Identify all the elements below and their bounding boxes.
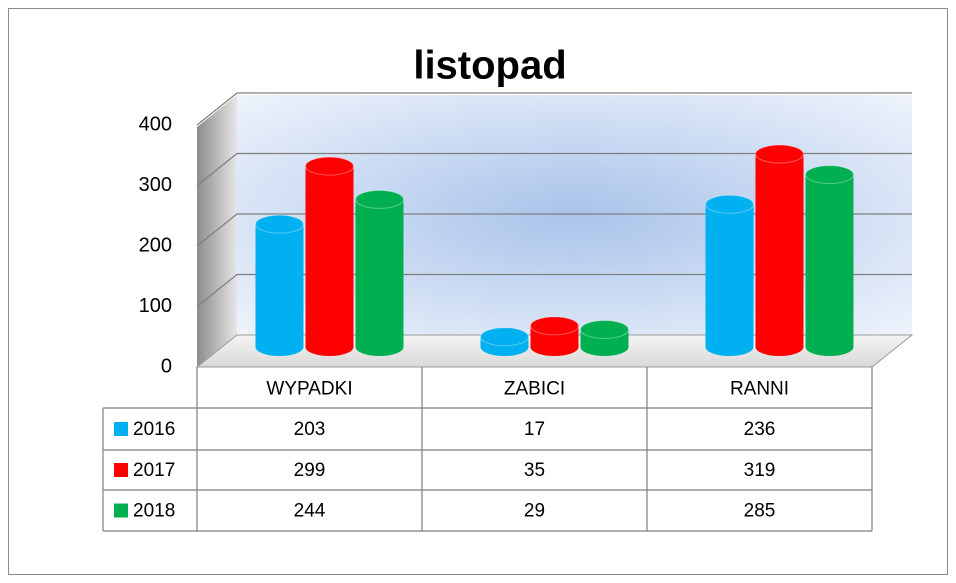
legend-label: 2016 <box>133 419 175 440</box>
grid-line <box>196 273 912 307</box>
table-value: 35 <box>524 460 545 481</box>
y-tick-label: 300 <box>139 174 172 196</box>
category-label: RANNI <box>730 379 789 400</box>
legend-label: 2018 <box>133 501 175 522</box>
y-tick-label: 0 <box>161 355 172 377</box>
grid-line <box>196 92 912 126</box>
bar-top <box>480 327 529 347</box>
bar <box>805 174 854 356</box>
chart-title: listopad <box>413 44 566 88</box>
y-tick-label: 400 <box>139 113 172 135</box>
bar <box>705 204 754 356</box>
bar-top <box>580 319 629 339</box>
grid-line <box>196 152 912 186</box>
table-value: 236 <box>744 419 776 440</box>
bar-top <box>755 144 804 164</box>
legend-swatch <box>114 503 128 518</box>
category-label: ZABICI <box>504 379 565 400</box>
y-tick-label: 200 <box>139 234 172 256</box>
bar-top <box>705 194 754 214</box>
table-value: 244 <box>294 501 326 522</box>
legend-swatch <box>114 422 128 436</box>
legend-swatch <box>114 463 128 477</box>
legend-label: 2017 <box>133 460 175 481</box>
bar <box>755 154 804 356</box>
bar-top <box>255 214 304 234</box>
bar-top <box>805 165 854 185</box>
bar <box>355 199 404 356</box>
bar <box>305 166 354 356</box>
category-label: WYPADKI <box>266 379 352 400</box>
table-value: 299 <box>294 460 326 481</box>
grid-line <box>196 213 912 247</box>
table-value: 319 <box>744 460 776 481</box>
bar-top <box>305 156 354 176</box>
table-value: 285 <box>744 501 776 522</box>
bar <box>255 224 304 356</box>
side-wall <box>197 95 237 367</box>
table-value: 29 <box>524 501 545 522</box>
table-value: 203 <box>294 419 326 440</box>
bar-top <box>355 189 404 209</box>
bar-top <box>530 316 579 336</box>
y-tick-label: 100 <box>139 295 172 317</box>
table-value: 17 <box>524 419 545 440</box>
